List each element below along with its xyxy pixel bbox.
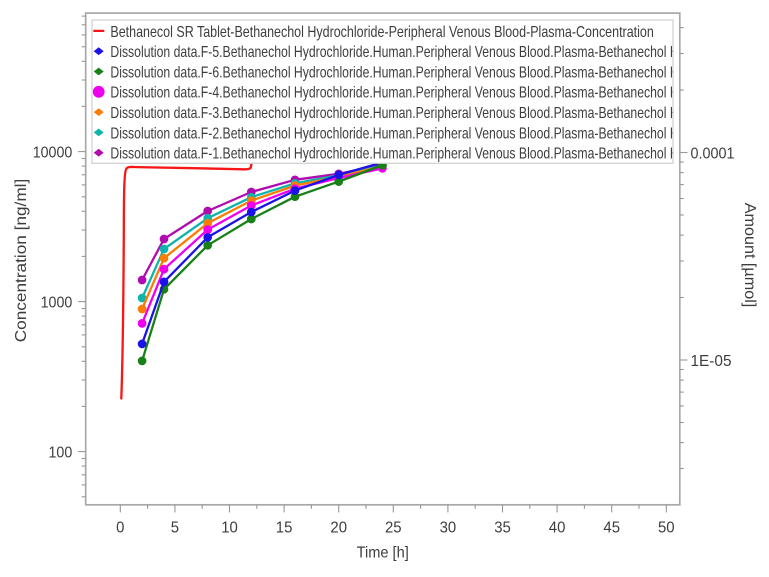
svg-text:Dissolution data.F-4.Bethanech: Dissolution data.F-4.Bethanechol Hydroch… bbox=[110, 85, 745, 102]
svg-text:10: 10 bbox=[221, 519, 238, 536]
svg-text:20: 20 bbox=[330, 519, 347, 536]
svg-text:1000: 1000 bbox=[41, 294, 73, 311]
svg-text:100: 100 bbox=[49, 444, 73, 461]
svg-text:50: 50 bbox=[658, 519, 675, 536]
svg-text:Amount [µmol]: Amount [µmol] bbox=[741, 203, 758, 308]
svg-text:30: 30 bbox=[440, 519, 457, 536]
svg-text:Concentration [ng/ml]: Concentration [ng/ml] bbox=[13, 179, 30, 343]
svg-text:5: 5 bbox=[171, 519, 179, 536]
svg-text:Dissolution data.F-5.Bethanech: Dissolution data.F-5.Bethanechol Hydroch… bbox=[110, 44, 745, 61]
svg-text:Bethanecol SR Tablet-Bethanech: Bethanecol SR Tablet-Bethanechol Hydroch… bbox=[110, 24, 653, 41]
svg-text:25: 25 bbox=[385, 519, 402, 536]
svg-text:Dissolution data.F-3.Bethanech: Dissolution data.F-3.Bethanechol Hydroch… bbox=[110, 105, 745, 122]
svg-text:Dissolution data.F-6.Bethanech: Dissolution data.F-6.Bethanechol Hydroch… bbox=[110, 64, 745, 81]
svg-text:Dissolution data.F-1.Bethanech: Dissolution data.F-1.Bethanechol Hydroch… bbox=[110, 146, 745, 163]
svg-text:15: 15 bbox=[276, 519, 293, 536]
svg-text:0: 0 bbox=[116, 519, 124, 536]
svg-text:35: 35 bbox=[494, 519, 511, 536]
svg-text:45: 45 bbox=[603, 519, 620, 536]
svg-text:10000: 10000 bbox=[33, 144, 73, 161]
svg-text:40: 40 bbox=[549, 519, 566, 536]
svg-text:1E-05: 1E-05 bbox=[691, 353, 732, 370]
svg-text:0.0001: 0.0001 bbox=[691, 145, 735, 162]
svg-text:Dissolution data.F-2.Bethanech: Dissolution data.F-2.Bethanechol Hydroch… bbox=[110, 125, 745, 142]
svg-text:Time [h]: Time [h] bbox=[357, 544, 409, 561]
